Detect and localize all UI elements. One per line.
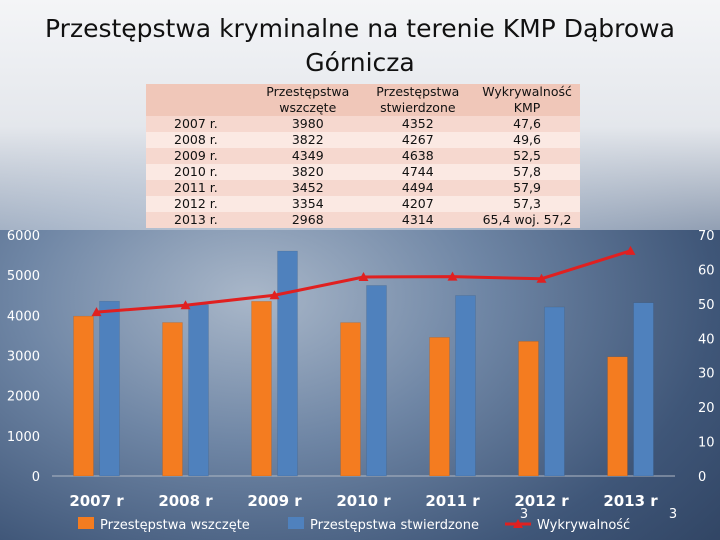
bar	[518, 341, 539, 477]
table-cell: 52,5	[474, 148, 580, 164]
y-right-tick-label: 70	[698, 229, 715, 244]
bar	[340, 322, 361, 477]
table-cell: 2009 r.	[146, 148, 254, 164]
table-cell: 2007 r.	[146, 116, 254, 132]
line-point	[536, 273, 547, 283]
table-cell: 57,3	[474, 196, 580, 212]
table-cell: 3822	[254, 132, 362, 148]
y-left-tick-label: 3000	[7, 350, 40, 365]
table-header-initiated: Przestępstwa wszczęte	[254, 84, 362, 116]
table-cell: 4638	[361, 148, 475, 164]
y-right-tick-label: 40	[698, 332, 715, 347]
legend-label: Wykrywalność	[537, 518, 630, 533]
y-left-tick-label: 0	[32, 470, 40, 485]
y-left-tick-label: 5000	[7, 269, 40, 284]
line-point	[269, 290, 280, 300]
table-cell: 4314	[361, 212, 475, 228]
line-point	[447, 271, 458, 281]
line-point	[91, 307, 102, 317]
table-cell: 2011 r.	[146, 180, 254, 196]
slide-title: Przestępstwa kryminalne na terenie KMP D…	[45, 14, 675, 77]
legend-swatch	[288, 517, 304, 529]
table-header-confirmed: Przestępstwa stwierdzone	[361, 84, 475, 116]
table-row: 2013 r. 2968 4314 65,4 woj. 57,2	[146, 212, 580, 228]
y-left-tick-label: 1000	[7, 430, 40, 445]
table-cell: 3354	[254, 196, 362, 212]
table-cell: 2012 r.	[146, 196, 254, 212]
legend-swatch	[78, 517, 94, 529]
bar	[162, 322, 183, 477]
y-right-tick-label: 60	[698, 263, 715, 278]
y-right-tick-label: 0	[698, 470, 706, 485]
x-category-label: 2012 r	[514, 492, 569, 510]
table-cell: 47,6	[474, 116, 580, 132]
y-right-tick-label: 20	[698, 401, 715, 416]
x-category-label: 2013 r	[603, 492, 658, 510]
legend-label: Przestępstwa wszczęte	[100, 518, 250, 533]
table-cell: 65,4 woj. 57,2	[474, 212, 580, 228]
y-left-tick-label: 4000	[7, 309, 40, 324]
bar	[455, 295, 476, 477]
table-cell: 4352	[361, 116, 475, 132]
table-cell: 2013 r.	[146, 212, 254, 228]
line-point	[358, 272, 369, 282]
bar	[633, 302, 654, 477]
y-right-tick-label: 10	[698, 436, 715, 451]
y-left-tick-label: 2000	[7, 390, 40, 405]
x-category-label: 2011 r	[425, 492, 480, 510]
table-cell: 3820	[254, 164, 362, 180]
table-cell: 4744	[361, 164, 475, 180]
page-number: 3	[669, 507, 677, 522]
y-left-tick-label: 6000	[7, 229, 40, 244]
table-row: 2011 r. 3452 4494 57,9	[146, 180, 580, 196]
bar	[607, 356, 628, 477]
table-row: 2012 r. 3354 4207 57,3	[146, 196, 580, 212]
detection-line	[96, 249, 631, 314]
table-cell: 57,9	[474, 180, 580, 196]
bar	[277, 250, 298, 477]
table-cell: 3452	[254, 180, 362, 196]
table-row: 2007 r. 3980 4352 47,6	[146, 116, 580, 132]
data-table: Przestępstwa wszczęte Przestępstwa stwie…	[146, 84, 580, 228]
table-cell: 4207	[361, 196, 475, 212]
table-cell: 57,8	[474, 164, 580, 180]
x-category-label: 2009 r	[247, 492, 302, 510]
bar	[366, 285, 387, 477]
table-cell: 49,6	[474, 132, 580, 148]
line-point	[625, 245, 636, 255]
legend-swatch-marker	[513, 519, 523, 528]
bar	[251, 301, 272, 477]
table-cell: 2008 r.	[146, 132, 254, 148]
table-cell: 3980	[254, 116, 362, 132]
table-cell: 2010 r.	[146, 164, 254, 180]
table-cell: 2968	[254, 212, 362, 228]
line-point	[180, 300, 191, 310]
table-header-row: Przestępstwa wszczęte Przestępstwa stwie…	[146, 84, 580, 116]
bar	[99, 300, 120, 477]
table-cell: 4349	[254, 148, 362, 164]
page-number: 3	[520, 507, 528, 522]
y-right-tick-label: 30	[698, 367, 715, 382]
table-row: 2008 r. 3822 4267 49,6	[146, 132, 580, 148]
table-row: 2010 r. 3820 4744 57,8	[146, 164, 580, 180]
x-category-label: 2008 r	[158, 492, 213, 510]
y-right-tick-label: 50	[698, 298, 715, 313]
table-header-detection: Wykrywalność KMP	[474, 84, 580, 116]
table-cell: 4267	[361, 132, 475, 148]
table-cell: 4494	[361, 180, 475, 196]
bar	[73, 315, 94, 477]
bar	[188, 304, 209, 477]
legend-label: Przestępstwa stwierdzone	[310, 518, 479, 533]
x-category-label: 2010 r	[336, 492, 391, 510]
bar	[429, 337, 450, 477]
x-category-label: 2007 r	[69, 492, 124, 510]
table-row: 2009 r. 4349 4638 52,5	[146, 148, 580, 164]
bar	[544, 306, 565, 477]
table-header-year	[146, 84, 254, 116]
